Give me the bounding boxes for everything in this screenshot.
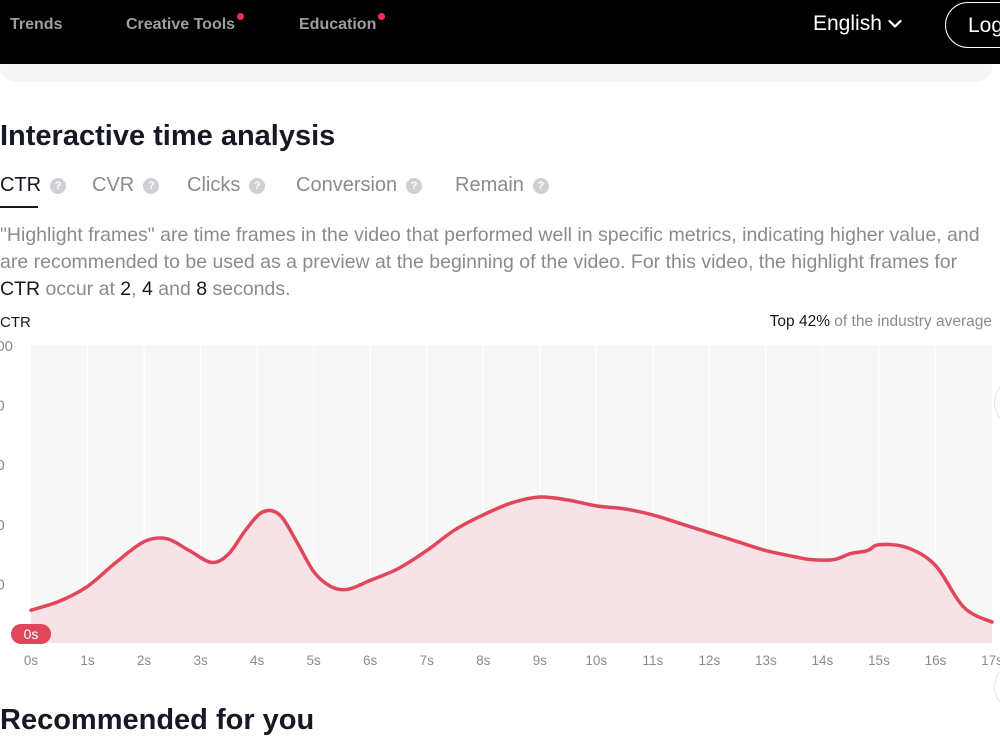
- previous-section-card: [0, 64, 992, 82]
- description-text: ,: [131, 278, 142, 300]
- chevron-down-icon: [888, 19, 902, 28]
- x-tick-label: 4s: [250, 653, 265, 668]
- tab-label: CTR: [0, 174, 42, 196]
- new-indicator-dot: [378, 13, 386, 20]
- x-tick-label: 8s: [476, 653, 491, 668]
- nav-creative-tools[interactable]: Creative Tools: [126, 13, 245, 34]
- language-selector[interactable]: English: [813, 12, 902, 36]
- x-tick-label: 9s: [533, 653, 548, 668]
- help-icon[interactable]: ?: [532, 178, 549, 194]
- industry-rank-value: Top 42%: [769, 313, 830, 330]
- y-tick-label: 20: [0, 576, 5, 593]
- description-metric: CTR: [0, 278, 41, 300]
- industry-ranking: Top 42% of the industry average: [770, 313, 992, 331]
- y-tick-label: 100: [0, 338, 13, 355]
- login-button[interactable]: Log: [945, 2, 1000, 48]
- help-icon[interactable]: ?: [406, 178, 423, 194]
- x-tick-label: 17s: [981, 653, 1000, 668]
- login-label: Log: [968, 14, 1000, 37]
- nav-creative-tools-label: Creative Tools: [126, 16, 236, 33]
- tab-clicks[interactable]: Clicks ?: [187, 174, 266, 208]
- x-tick-label: 11s: [642, 653, 663, 668]
- recommended-title: Recommended for you: [0, 704, 315, 736]
- highlight-second: 8: [196, 278, 208, 300]
- industry-rank-text: of the industry average: [830, 313, 992, 330]
- time-cursor-badge: 0s: [11, 624, 51, 644]
- x-tick-label: 1s: [80, 653, 95, 668]
- x-tick-label: 14s: [812, 653, 834, 668]
- ctr-area-fill: [31, 496, 992, 643]
- y-tick-label: 60: [0, 457, 5, 474]
- x-tick-label: 7s: [420, 653, 435, 668]
- nav-trends[interactable]: Trends: [10, 16, 62, 34]
- help-icon[interactable]: ?: [50, 178, 67, 194]
- description-text: occur at: [40, 278, 121, 300]
- description-text: "Highlight frames" are time frames in th…: [0, 224, 980, 273]
- highlight-second: 4: [141, 278, 153, 300]
- x-tick-label: 16s: [925, 653, 947, 668]
- x-tick-label: 15s: [868, 653, 890, 668]
- nav-education-label: Education: [299, 16, 377, 33]
- help-icon[interactable]: ?: [143, 178, 160, 194]
- x-tick-label: 12s: [698, 653, 720, 668]
- x-tick-label: 5s: [307, 653, 322, 668]
- tab-label: Clicks: [187, 174, 241, 196]
- time-cursor-bg: [11, 624, 51, 644]
- language-label: English: [813, 12, 882, 35]
- tab-label: Conversion: [296, 174, 398, 196]
- description-text: seconds.: [207, 278, 291, 300]
- x-tick-label: 2s: [137, 653, 152, 668]
- x-tick-label: 10s: [585, 653, 607, 668]
- time-cursor-label: 0s: [24, 626, 39, 642]
- ctr-series-line: [29, 495, 994, 624]
- y-tick-label: 40: [0, 517, 5, 534]
- tab-conversion[interactable]: Conversion ?: [296, 174, 423, 208]
- x-tick-label: 3s: [193, 653, 208, 668]
- tab-remain[interactable]: Remain ?: [455, 174, 549, 208]
- y-tick-label: 80: [0, 398, 5, 415]
- tab-ctr[interactable]: CTR ?: [0, 174, 67, 208]
- x-tick-label: 6s: [363, 653, 378, 668]
- new-indicator-dot: [237, 13, 245, 20]
- chart-metric-label: CTR: [0, 314, 31, 331]
- x-tick-label: 0s: [24, 653, 39, 668]
- nav-education[interactable]: Education: [299, 13, 386, 34]
- description-text: and: [152, 278, 197, 300]
- nav-trends-label: Trends: [10, 16, 63, 33]
- tab-label: Remain: [455, 174, 524, 196]
- tab-label: CVR: [92, 174, 135, 196]
- highlight-frames-description: "Highlight frames" are time frames in th…: [0, 222, 990, 303]
- highlight-second: 2: [120, 278, 132, 300]
- help-icon[interactable]: ?: [249, 178, 266, 194]
- x-tick-label: 13s: [755, 653, 777, 668]
- top-nav: Trends Creative Tools Education English …: [0, 0, 1000, 64]
- ctr-time-chart[interactable]: 1008060402000s1s2s3s4s5s6s7s8s9s10s11s12…: [0, 335, 1000, 675]
- tab-cvr[interactable]: CVR ?: [92, 174, 160, 208]
- section-title: Interactive time analysis: [0, 120, 336, 152]
